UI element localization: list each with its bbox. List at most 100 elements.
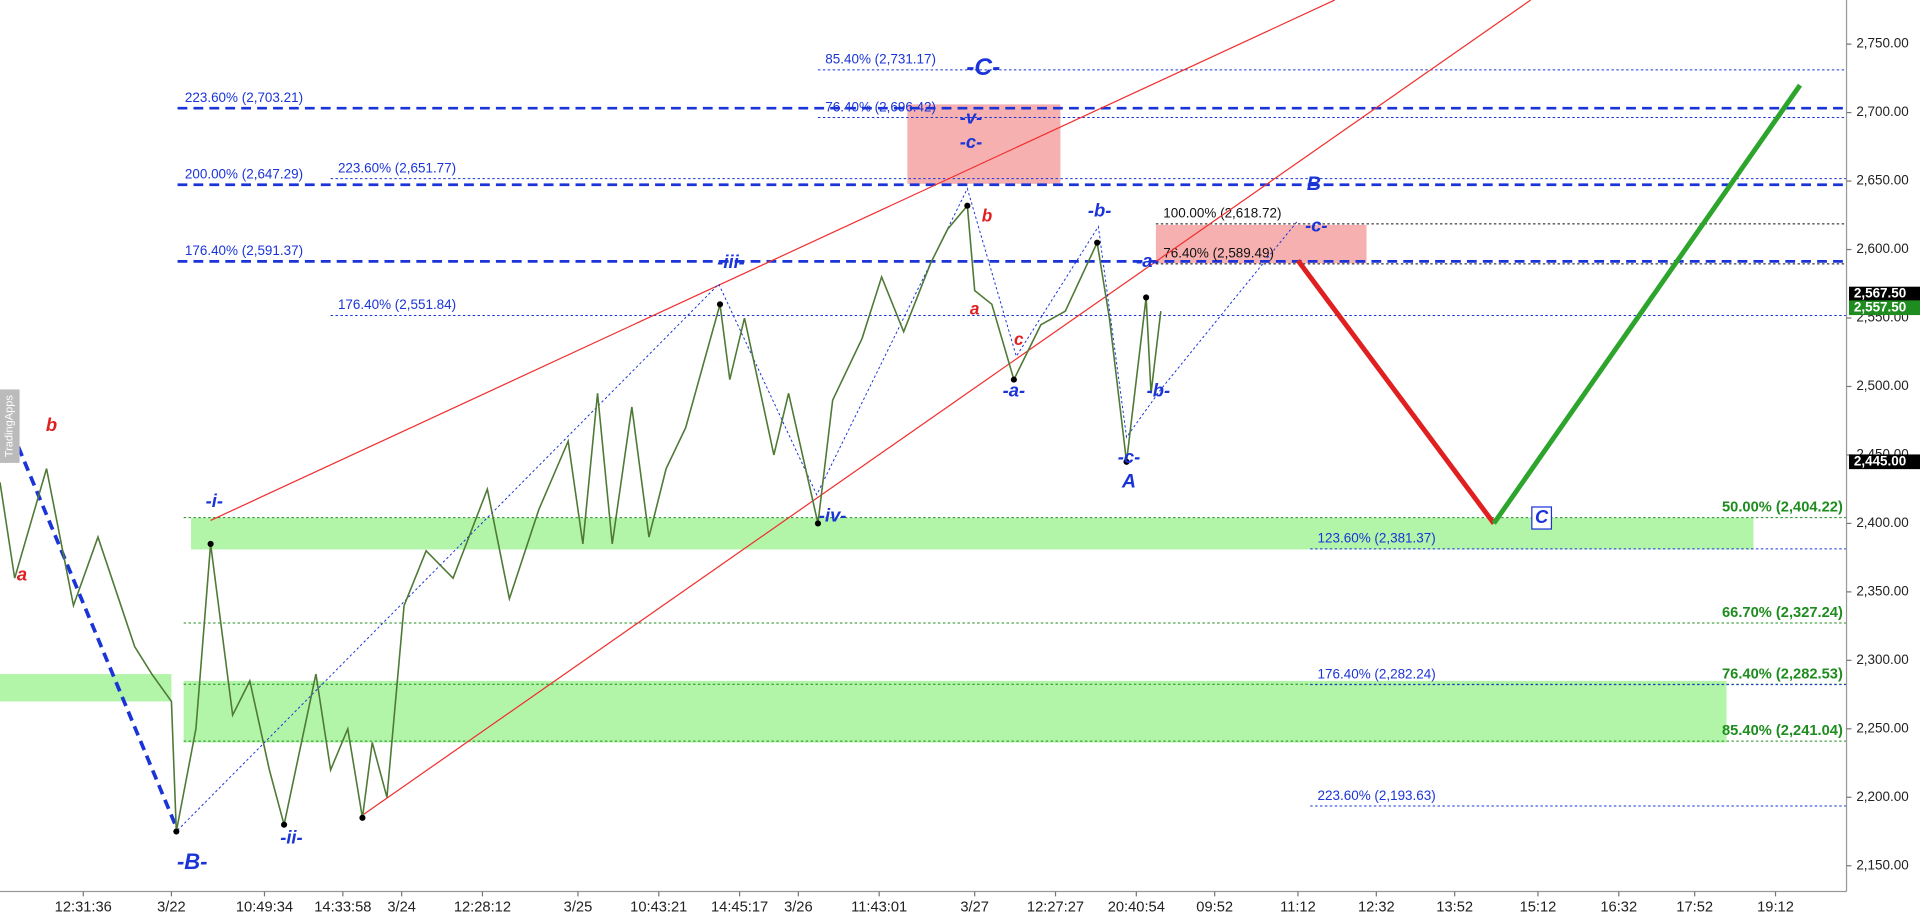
y-tick-label: 2,350.00 (1856, 583, 1908, 598)
projection-line (1295, 259, 1496, 525)
x-tick-label: 3/25 (564, 899, 593, 915)
zone (191, 517, 1754, 550)
wave-label: -c- (960, 131, 982, 152)
wave-label: -a- (1136, 250, 1158, 271)
wave-label: -a- (1003, 380, 1025, 401)
wave-label: c (1014, 329, 1024, 349)
price-tag (1848, 454, 1920, 470)
pivot-dot (207, 540, 214, 548)
channel-line (210, 0, 1335, 522)
fib-label: 123.60% (2,381.37) (1318, 531, 1436, 546)
x-tick-label: 3/26 (784, 899, 813, 915)
wave-label: -iv- (819, 505, 847, 526)
fib-label: 85.40% (2,731.17) (825, 52, 936, 67)
price-tag-label: 2,445.00 (1854, 453, 1906, 468)
x-tick-label: 09:52 (1196, 899, 1233, 915)
watermark: TradingApps (4, 395, 16, 458)
fib-label: 66.70% (2,327.24) (1722, 605, 1843, 621)
fib-label: 176.40% (2,551.84) (338, 297, 456, 312)
pivot-dot (1010, 376, 1017, 383)
pivot-dot (716, 301, 724, 308)
x-tick-label: 17:52 (1676, 899, 1713, 915)
wave-label: -ii- (280, 827, 302, 848)
price-line (0, 203, 1162, 832)
y-tick-label: 2,400.00 (1856, 515, 1908, 530)
wave-label: b (46, 414, 57, 435)
x-tick-label: 11:43:01 (851, 899, 907, 915)
price-tag (1848, 286, 1920, 302)
wave-line (177, 187, 1299, 831)
pivot-dot (1143, 294, 1150, 301)
projection-line (1491, 83, 1803, 525)
fib-label: 76.40% (2,696.42) (825, 99, 936, 114)
x-tick-label: 12:32 (1358, 899, 1395, 915)
x-tick-label: 14:45:17 (711, 899, 768, 915)
x-tick-label: 12:28:12 (454, 899, 511, 915)
fib-label: 223.60% (2,193.63) (1318, 788, 1436, 803)
price-tag-label: 2,567.50 (1854, 286, 1906, 301)
fib-label: 200.00% (2,647.29) (185, 167, 303, 182)
y-tick-label: 2,750.00 (1856, 36, 1908, 51)
wave-label: A (1121, 471, 1136, 493)
x-tick-label: 3/24 (387, 899, 416, 915)
wave-label: -C- (966, 54, 1000, 81)
x-tick-label: 16:32 (1600, 899, 1637, 915)
fib-label: 100.00% (2,618.72) (1163, 206, 1281, 221)
zone (1155, 224, 1367, 264)
y-tick-label: 2,600.00 (1856, 241, 1908, 256)
zone (0, 674, 172, 702)
wave-line (16, 446, 180, 831)
x-tick-label: 10:49:34 (236, 899, 293, 915)
y-tick-label: 2,200.00 (1856, 789, 1908, 804)
price-tag-label: 2,557.50 (1854, 299, 1906, 314)
fib-label: 223.60% (2,703.21) (185, 90, 303, 105)
wave-label: -B- (177, 849, 208, 874)
pivot-dot (1123, 458, 1130, 465)
wave-label: -iii- (717, 251, 745, 272)
y-tick-label: 2,250.00 (1856, 720, 1908, 735)
fib-label: 223.60% (2,651.77) (338, 160, 456, 175)
pivot-dot (359, 814, 366, 821)
pivot-dot (1094, 239, 1101, 246)
watermark-box (0, 389, 20, 463)
x-tick-label: 3/27 (960, 899, 989, 915)
x-tick-label: 20:40:54 (1108, 899, 1165, 915)
y-tick-label: 2,150.00 (1856, 857, 1908, 872)
fib-label: 176.40% (2,591.37) (185, 243, 303, 258)
wave-label: -c- (1118, 446, 1140, 467)
fib-label: 50.00% (2,404.22) (1722, 500, 1843, 516)
x-tick-label: 3/22 (157, 899, 186, 915)
x-tick-label: 19:12 (1757, 899, 1794, 915)
wave-label: B (1307, 173, 1321, 195)
fib-label: 176.40% (2,282.24) (1318, 666, 1436, 681)
pivot-dot (173, 828, 180, 835)
pivot-dot (281, 821, 288, 828)
wave-label: -b- (1147, 380, 1170, 401)
x-tick-label: 11:12 (1280, 899, 1316, 915)
fib-label: 76.40% (2,589.49) (1163, 246, 1274, 261)
wave-label: C (1535, 506, 1549, 527)
price-tag (1848, 300, 1920, 316)
wave-label: -b- (1088, 200, 1111, 221)
wave-label: a (17, 563, 27, 584)
x-tick-label: 15:12 (1520, 899, 1557, 915)
y-tick-label: 2,500.00 (1856, 378, 1908, 393)
x-tick-label: 10:43:21 (630, 899, 687, 915)
y-tick-label: 2,700.00 (1856, 104, 1908, 119)
label-box (1531, 506, 1553, 530)
pivot-dot (964, 202, 971, 209)
channel-line (363, 0, 1531, 815)
wave-label: -i- (206, 490, 223, 511)
wave-label: -c- (1305, 214, 1327, 235)
pivot-dot (814, 520, 822, 527)
x-tick-label: 13:52 (1436, 899, 1473, 915)
x-tick-label: 14:33:58 (314, 899, 371, 915)
x-tick-label: 12:31:36 (55, 899, 112, 915)
wave-label: b (982, 205, 992, 225)
wave-label: -v- (960, 107, 982, 128)
fib-label: 85.40% (2,241.04) (1722, 723, 1843, 739)
wave-label: a (970, 298, 980, 318)
y-tick-label: 2,650.00 (1856, 173, 1908, 188)
